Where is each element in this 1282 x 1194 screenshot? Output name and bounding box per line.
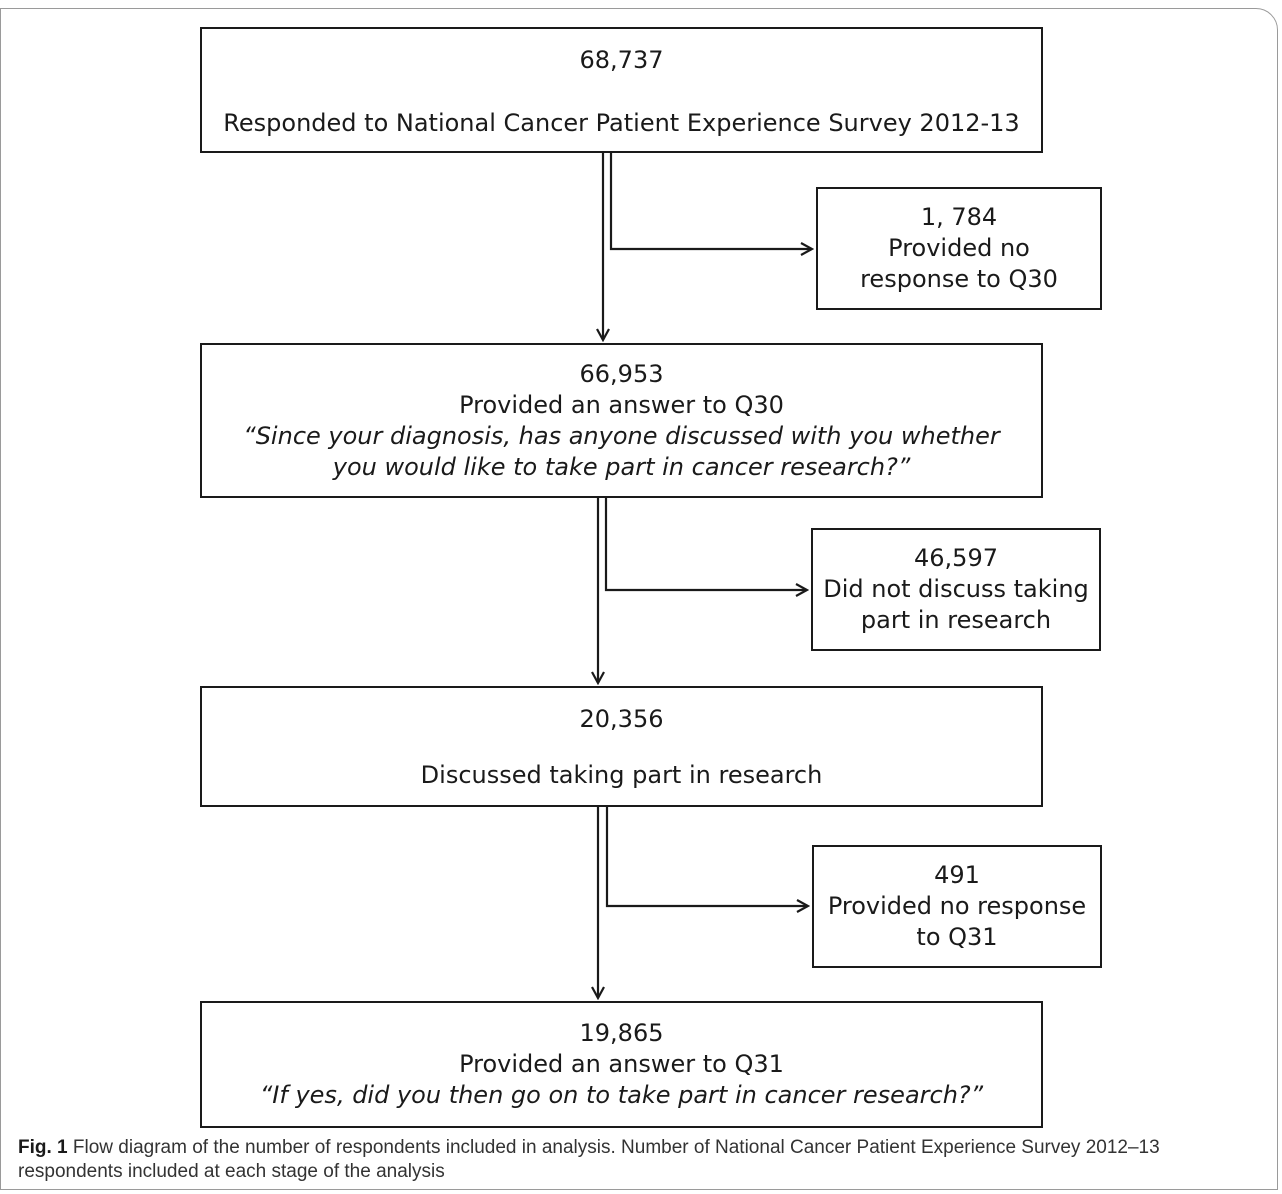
figure-frame [0,8,1278,1190]
stage-box-discussed: 20,356 Discussed taking part in research [200,686,1043,807]
exclusion-label: to Q31 [916,923,998,951]
arrow-branch-1 [609,153,812,249]
arrow-branch-3 [605,807,808,906]
exclusion-count: 1, 784 [920,203,998,231]
stage-count: 19,865 [579,1019,664,1047]
exclusion-box-no-response-q30: 1, 784 Provided no response to Q30 [816,187,1102,310]
exclusion-label: response to Q30 [860,265,1058,293]
stage-question: “If yes, did you then go on to take part… [259,1081,984,1109]
stage-label: Provided an answer to Q30 [459,390,784,419]
arrow-branch-2 [604,498,807,590]
exclusion-label: part in research [860,606,1052,634]
stage-count: 68,737 [579,46,664,74]
stage-count: 20,356 [579,705,664,733]
stage-box-answered-q31: 19,865 Provided an answer to Q31 “If yes… [200,1001,1043,1128]
stage-label: Responded to National Cancer Patient Exp… [223,109,1020,137]
figure-caption: Fig. 1 Flow diagram of the number of res… [18,1136,1263,1184]
exclusion-count: 491 [934,861,980,889]
caption-text: Flow diagram of the number of respondent… [18,1137,1160,1182]
exclusion-count: 46,597 [914,544,998,572]
stage-label: Discussed taking part in research [420,761,823,789]
stage-label: Provided an answer to Q31 [459,1050,784,1078]
caption-label: Fig. 1 [18,1137,68,1158]
stage-count: 66,953 [579,359,664,388]
stage-box-responded: 68,737 Responded to National Cancer Pati… [200,27,1043,153]
exclusion-box-did-not-discuss: 46,597 Did not discuss taking part in re… [811,528,1101,651]
exclusion-label: Did not discuss taking [823,575,1089,603]
exclusion-label: Provided no [888,234,1030,262]
exclusion-label: Provided no response [827,892,1087,920]
exclusion-box-no-response-q31: 491 Provided no response to Q31 [812,845,1102,968]
stage-question: “Since your diagnosis, has anyone discus… [243,421,1000,481]
stage-box-answered-q30: 66,953 Provided an answer to Q30 “Since … [200,343,1043,498]
